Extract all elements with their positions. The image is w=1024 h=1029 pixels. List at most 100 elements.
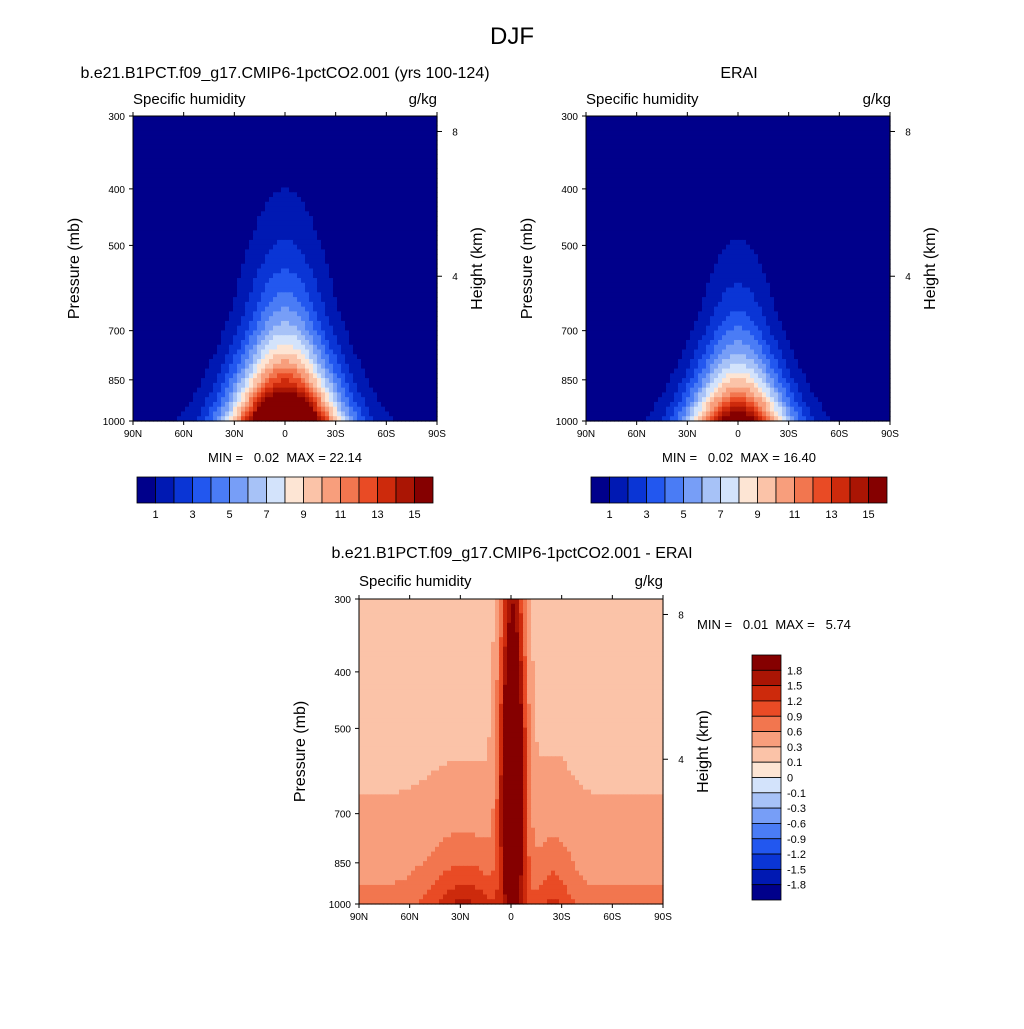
y2-tick-label: 4 — [452, 272, 458, 283]
colorbar-swatch — [193, 477, 212, 503]
colorbar-swatch — [752, 869, 781, 884]
colorbar-label: 1.8 — [787, 665, 802, 677]
colorbar-swatch — [752, 808, 781, 823]
colorbar-swatch — [415, 477, 434, 503]
colorbar-label: 1.5 — [787, 681, 802, 693]
panel-diff-title: b.e21.B1PCT.f09_g17.CMIP6-1pctCO2.001 - … — [331, 545, 692, 562]
x-tick-label: 90N — [124, 429, 142, 440]
y2-tick-label: 8 — [452, 127, 458, 138]
y-axis-label: Pressure (mb) — [66, 218, 83, 319]
x-tick-label: 30S — [553, 912, 571, 923]
colorbar-swatch — [752, 839, 781, 854]
colorbar-swatch — [752, 762, 781, 777]
colorbar-swatch — [665, 477, 684, 503]
colorbar-swatch — [752, 778, 781, 793]
colorbar-swatch — [702, 477, 721, 503]
panel-obs-stats: MIN = 0.02 MAX = 16.40 — [662, 450, 816, 465]
figure-title: DJF — [490, 23, 534, 50]
panel-diff-units-label: g/kg — [635, 573, 663, 590]
y-tick-label: 500 — [334, 724, 351, 735]
y-tick-label: 400 — [561, 185, 578, 196]
y2-axis-label: Height (km) — [922, 227, 939, 310]
colorbar-swatch — [752, 701, 781, 716]
colorbar-swatch — [752, 655, 781, 670]
colorbar-swatch — [591, 477, 610, 503]
colorbar-label: 5 — [226, 509, 232, 521]
colorbar-swatch — [378, 477, 397, 503]
colorbar-label: 1 — [606, 509, 612, 521]
y-tick-label: 1000 — [556, 417, 579, 428]
colorbar-swatch — [267, 477, 286, 503]
colorbar-label: 7 — [263, 509, 269, 521]
panel-model: b.e21.B1PCT.f09_g17.CMIP6-1pctCO2.001 (y… — [66, 65, 490, 521]
panel-diff-variable-label: Specific humidity — [359, 573, 472, 590]
y2-axis-label: Height (km) — [695, 710, 712, 793]
panel-diff-stats: MIN = 0.01 MAX = 5.74 — [697, 617, 851, 632]
x-tick-label: 90N — [577, 429, 595, 440]
colorbar-swatch — [248, 477, 267, 503]
colorbar-swatch — [610, 477, 629, 503]
colorbar-label: 3 — [189, 509, 195, 521]
y2-tick-label: 4 — [905, 272, 911, 283]
y-tick-label: 500 — [108, 241, 125, 252]
x-tick-label: 60S — [603, 912, 621, 923]
y-tick-label: 700 — [561, 327, 578, 338]
colorbar-swatch — [752, 670, 781, 685]
colorbar-label: 0 — [787, 773, 793, 785]
colorbar-swatch — [174, 477, 193, 503]
colorbar-swatch — [359, 477, 378, 503]
colorbar-label: 1.2 — [787, 696, 802, 708]
y2-axis-label: Height (km) — [469, 227, 486, 310]
y-tick-label: 700 — [108, 327, 125, 338]
colorbar-swatch — [647, 477, 666, 503]
colorbar-swatch — [137, 477, 156, 503]
colorbar-swatch — [752, 885, 781, 900]
panel-model-units-label: g/kg — [409, 91, 437, 108]
colorbar-label: 7 — [717, 509, 723, 521]
x-tick-label: 90S — [428, 429, 446, 440]
y-tick-label: 300 — [561, 112, 578, 123]
colorbar-swatch — [285, 477, 304, 503]
x-tick-label: 60N — [400, 912, 418, 923]
colorbar-swatch — [628, 477, 647, 503]
panel-model-field — [133, 116, 438, 422]
colorbar-label: 0.6 — [787, 727, 802, 739]
colorbar-swatch — [752, 716, 781, 731]
colorbar-label: 15 — [408, 509, 420, 521]
x-tick-label: 60N — [627, 429, 645, 440]
x-tick-label: 60S — [830, 429, 848, 440]
y2-tick-label: 4 — [678, 755, 684, 766]
x-tick-label: 30N — [225, 429, 243, 440]
y-axis-label: Pressure (mb) — [292, 701, 309, 802]
colorbar-swatch — [752, 854, 781, 869]
y-tick-label: 400 — [334, 668, 351, 679]
x-tick-label: 30S — [327, 429, 345, 440]
x-tick-label: 60S — [377, 429, 395, 440]
x-tick-label: 0 — [508, 912, 514, 923]
y-tick-label: 700 — [334, 810, 351, 821]
colorbar-swatch — [758, 477, 777, 503]
y-tick-label: 300 — [108, 112, 125, 123]
colorbar-label: 13 — [825, 509, 837, 521]
colorbar-swatch — [304, 477, 323, 503]
colorbar-label: -1.8 — [787, 880, 806, 892]
colorbar-label: 11 — [335, 509, 346, 521]
panel-model-variable-label: Specific humidity — [133, 91, 246, 108]
colorbar-label: 9 — [754, 509, 760, 521]
x-tick-label: 0 — [282, 429, 288, 440]
colorbar-label: 0.1 — [787, 757, 802, 769]
colorbar-label: 0.9 — [787, 711, 802, 723]
x-tick-label: 30N — [678, 429, 696, 440]
colorbar-swatch — [230, 477, 249, 503]
colorbar-label: -1.5 — [787, 864, 806, 876]
colorbar-label: 1 — [152, 509, 158, 521]
colorbar-swatch — [752, 793, 781, 808]
colorbar-label: 11 — [789, 509, 800, 521]
colorbar-swatch — [684, 477, 703, 503]
